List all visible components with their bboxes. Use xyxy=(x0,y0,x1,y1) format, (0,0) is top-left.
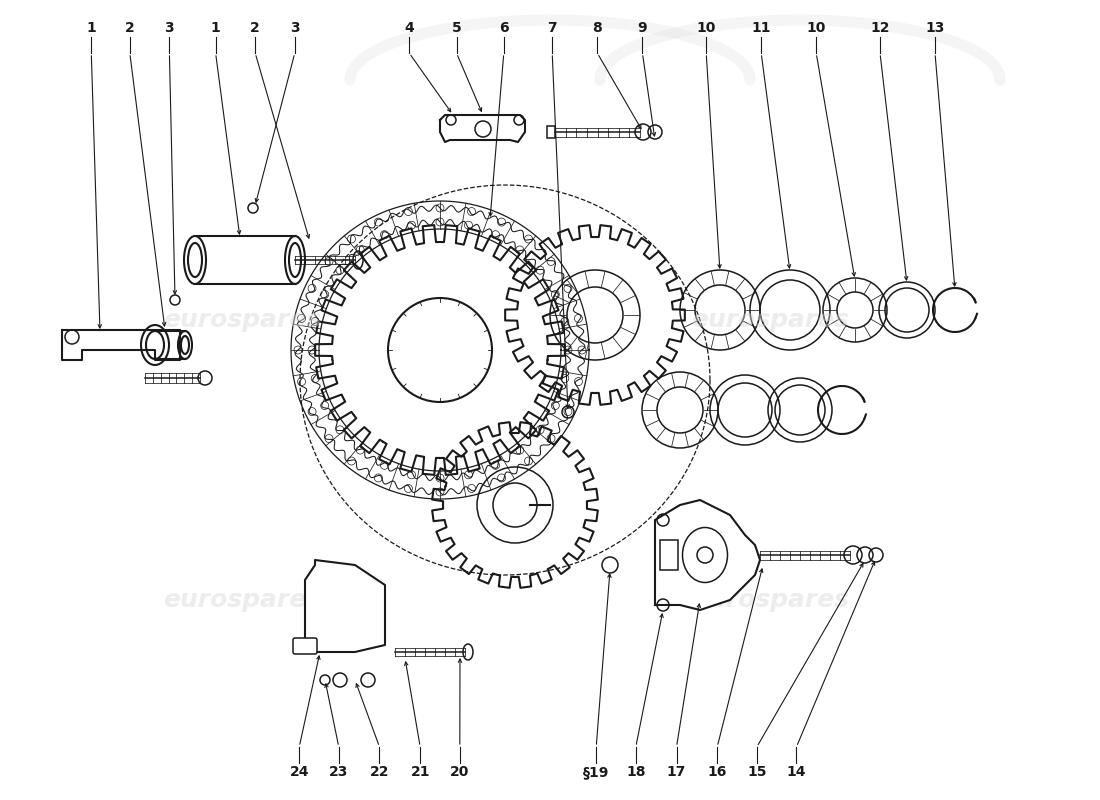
Text: 15: 15 xyxy=(747,765,767,779)
Bar xyxy=(547,126,556,138)
Text: 21: 21 xyxy=(410,765,430,779)
Text: 22: 22 xyxy=(370,765,389,779)
Text: eurospares: eurospares xyxy=(163,308,321,332)
Text: 1: 1 xyxy=(211,21,220,35)
Text: 6: 6 xyxy=(499,21,508,35)
Text: 17: 17 xyxy=(667,765,686,779)
Text: 12: 12 xyxy=(870,21,890,35)
Text: eurospares: eurospares xyxy=(691,588,849,612)
Text: 4: 4 xyxy=(405,21,414,35)
Text: 3: 3 xyxy=(290,21,299,35)
Polygon shape xyxy=(440,115,525,142)
Text: 1: 1 xyxy=(87,21,96,35)
Circle shape xyxy=(475,121,491,137)
Text: 9: 9 xyxy=(638,21,647,35)
Text: eurospares: eurospares xyxy=(163,588,321,612)
Text: 24: 24 xyxy=(289,765,309,779)
Text: 2: 2 xyxy=(125,21,134,35)
Polygon shape xyxy=(654,500,760,610)
Text: eurospares: eurospares xyxy=(691,308,849,332)
Text: 3: 3 xyxy=(165,21,174,35)
Text: 8: 8 xyxy=(593,21,602,35)
Text: 14: 14 xyxy=(786,765,806,779)
Bar xyxy=(660,540,678,570)
Text: 7: 7 xyxy=(548,21,557,35)
Polygon shape xyxy=(305,560,385,652)
FancyBboxPatch shape xyxy=(293,638,317,654)
Text: 5: 5 xyxy=(452,21,461,35)
Text: 23: 23 xyxy=(329,765,349,779)
Text: §19: §19 xyxy=(583,765,609,779)
Text: 10: 10 xyxy=(806,21,826,35)
Text: 10: 10 xyxy=(696,21,716,35)
Ellipse shape xyxy=(682,527,727,582)
Text: 11: 11 xyxy=(751,21,771,35)
Text: 16: 16 xyxy=(707,765,727,779)
Text: 13: 13 xyxy=(925,21,945,35)
Text: 20: 20 xyxy=(450,765,470,779)
Text: 2: 2 xyxy=(251,21,260,35)
Text: 18: 18 xyxy=(626,765,646,779)
